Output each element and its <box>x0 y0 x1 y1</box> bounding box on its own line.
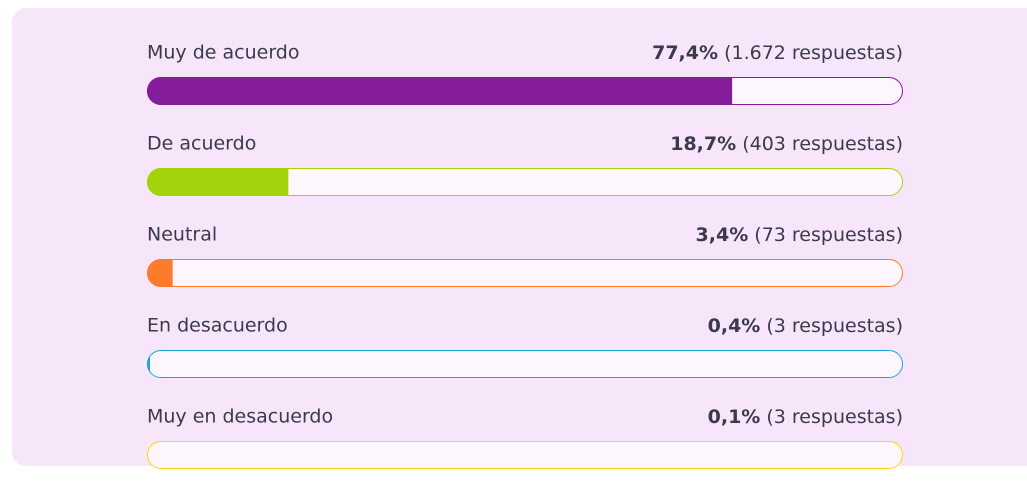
category-label: En desacuerdo <box>147 315 288 337</box>
bar-outline <box>147 259 903 287</box>
value-label: 3,4% (73 respuestas) <box>696 224 903 246</box>
bar-track <box>147 441 903 469</box>
bar-outline <box>147 77 903 105</box>
percent-label: 18,7% <box>670 133 736 155</box>
bar <box>147 168 289 196</box>
category-label: Muy en desacuerdo <box>147 406 333 428</box>
bar-outline <box>147 350 903 378</box>
bar-outline <box>147 441 903 469</box>
category-label: De acuerdo <box>147 133 256 155</box>
percent-label: 0,1% <box>708 406 761 428</box>
bar-outline <box>147 168 903 196</box>
bar <box>147 350 151 378</box>
value-label: 77,4% (1.672 respuestas) <box>652 42 903 64</box>
value-label: 0,1% (3 respuestas) <box>708 406 903 428</box>
bar-track <box>147 259 903 287</box>
value-label: 18,7% (403 respuestas) <box>670 133 903 155</box>
count-label: (403 respuestas) <box>742 133 903 155</box>
category-label: Muy de acuerdo <box>147 42 300 64</box>
bar-track <box>147 350 903 378</box>
count-label: (3 respuestas) <box>766 315 903 337</box>
category-label: Neutral <box>147 224 217 246</box>
count-label: (73 respuestas) <box>754 224 903 246</box>
count-label: (3 respuestas) <box>766 406 903 428</box>
percent-label: 77,4% <box>652 42 718 64</box>
percent-label: 3,4% <box>696 224 749 246</box>
percent-label: 0,4% <box>708 315 761 337</box>
count-label: (1.672 respuestas) <box>724 42 903 64</box>
bar-track <box>147 168 903 196</box>
bar <box>147 77 733 105</box>
value-label: 0,4% (3 respuestas) <box>708 315 903 337</box>
